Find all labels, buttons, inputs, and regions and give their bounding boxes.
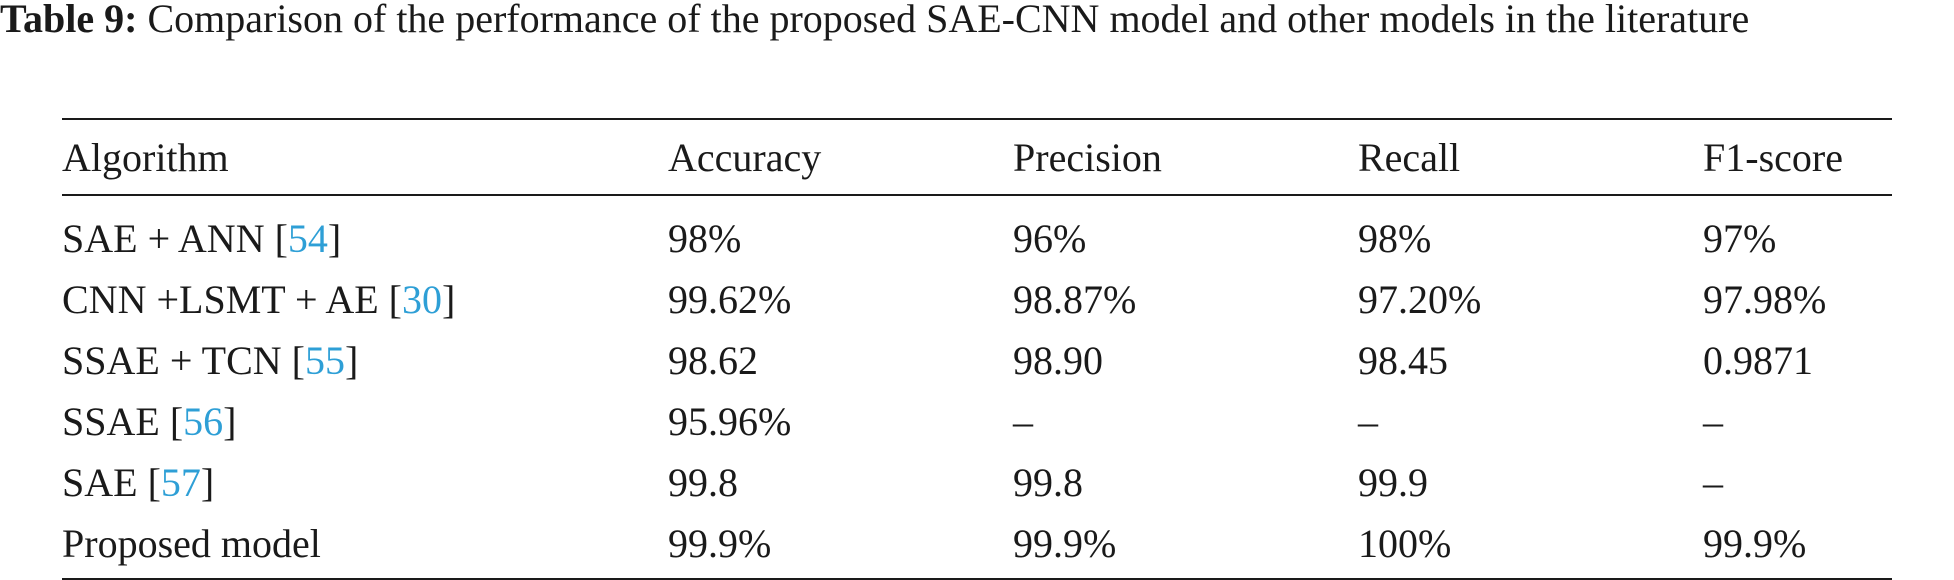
table-row: SAE [57] 99.8 99.8 99.9 – — [62, 452, 1892, 513]
algorithm-cell: CNN +LSMT + AE [30] — [62, 269, 668, 330]
precision-cell: 98.90 — [1013, 338, 1103, 383]
header-accuracy: Accuracy — [668, 134, 822, 180]
recall-cell: 98.45 — [1358, 338, 1448, 383]
bracket-close: ] — [223, 399, 237, 444]
algorithm-name: Proposed model — [62, 521, 321, 566]
bracket-close: ] — [344, 338, 359, 383]
citation-link[interactable]: 30 — [401, 277, 442, 322]
header-algorithm: Algorithm — [62, 134, 229, 180]
algorithm-name: SSAE + TCN [ — [62, 338, 305, 383]
table-header-row: Algorithm Accuracy Precision Recall F1-s… — [62, 119, 1892, 195]
algorithm-name: SSAE [ — [62, 399, 184, 444]
table-row: SAE + ANN [54] 98% 96% 98% 97% — [62, 195, 1892, 269]
precision-cell: 98.87% — [1013, 277, 1137, 322]
citation-link[interactable]: 57 — [160, 460, 201, 505]
accuracy-cell: 99.62% — [668, 277, 792, 322]
algorithm-cell: SSAE + TCN [55] — [62, 330, 668, 391]
recall-cell: – — [1358, 399, 1378, 444]
header-precision: Precision — [1013, 134, 1162, 180]
bracket-close: ] — [327, 216, 342, 261]
accuracy-cell: 98.62 — [668, 338, 758, 383]
f1-score-cell: – — [1703, 399, 1723, 444]
table-caption: Table 9: Comparison of the performance o… — [0, 0, 1950, 42]
recall-cell: 99.9 — [1358, 460, 1428, 505]
citation-link[interactable]: 54 — [287, 216, 328, 261]
table-row: SSAE [56] 95.96% – – – — [62, 391, 1892, 452]
header-recall: Recall — [1358, 134, 1461, 180]
recall-cell: 100% — [1358, 521, 1452, 566]
algorithm-cell: Proposed model — [62, 513, 668, 579]
precision-cell: 99.9% — [1013, 521, 1117, 566]
citation-link[interactable]: 56 — [183, 399, 224, 444]
f1-score-cell: 97.98% — [1703, 277, 1827, 322]
comparison-table-container: Algorithm Accuracy Precision Recall F1-s… — [62, 118, 1892, 580]
bracket-close: ] — [200, 460, 215, 505]
f1-score-cell: 0.9871 — [1703, 338, 1813, 383]
algorithm-name: CNN +LSMT + AE [ — [62, 277, 402, 322]
recall-cell: 98% — [1358, 216, 1432, 261]
precision-cell: 99.8 — [1013, 460, 1083, 505]
citation-link[interactable]: 55 — [304, 338, 345, 383]
recall-cell: 97.20% — [1358, 277, 1482, 322]
accuracy-cell: 98% — [668, 216, 742, 261]
table-row: CNN +LSMT + AE [30] 99.62% 98.87% 97.20%… — [62, 269, 1892, 330]
algorithm-name: SAE [ — [62, 460, 161, 505]
accuracy-cell: 99.9% — [668, 521, 772, 566]
algorithm-name: SAE + ANN [ — [62, 216, 288, 261]
accuracy-cell: 95.96% — [668, 399, 792, 444]
bracket-close: ] — [441, 277, 456, 322]
comparison-table: Algorithm Accuracy Precision Recall F1-s… — [62, 118, 1892, 580]
f1-score-cell: 97% — [1703, 216, 1777, 261]
accuracy-cell: 99.8 — [668, 460, 738, 505]
algorithm-cell: SSAE [56] — [62, 391, 668, 452]
precision-cell: 96% — [1013, 216, 1087, 261]
table-row: SSAE + TCN [55] 98.62 98.90 98.45 0.9871 — [62, 330, 1892, 391]
f1-score-cell: – — [1703, 460, 1723, 505]
algorithm-cell: SAE [57] — [62, 452, 668, 513]
table-row: Proposed model 99.9% 99.9% 100% 99.9% — [62, 513, 1892, 579]
table-caption-label: Table 9: — [0, 0, 138, 41]
f1-score-cell: 99.9% — [1703, 521, 1807, 566]
algorithm-cell: SAE + ANN [54] — [62, 195, 668, 269]
header-f1-score: F1-score — [1703, 134, 1843, 180]
table-caption-text: Comparison of the performance of the pro… — [137, 0, 1750, 41]
precision-cell: – — [1013, 399, 1033, 444]
